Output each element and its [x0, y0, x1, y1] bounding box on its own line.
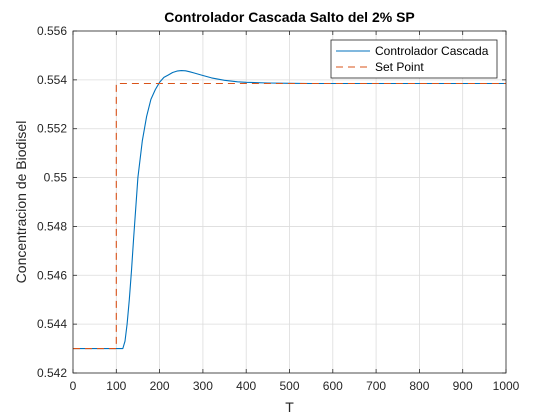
legend-label-2: Set Point: [375, 60, 424, 74]
series-group: [73, 70, 506, 350]
legend: Controlador Cascada Set Point: [330, 39, 498, 79]
x-tick-label: 500: [279, 379, 299, 393]
y-tick-label: 0.546: [37, 268, 67, 282]
y-tick-label: 0.554: [37, 73, 67, 87]
x-tick-label: 300: [193, 379, 213, 393]
x-tick-label: 0: [70, 379, 77, 393]
y-tick-label: 0.556: [37, 24, 67, 38]
chart-title: Controlador Cascada Salto del 2% SP: [164, 9, 415, 25]
x-tick-label: 600: [323, 379, 343, 393]
y-tick-label: 0.542: [37, 366, 67, 380]
y-tick-label: 0.544: [37, 317, 67, 331]
legend-box: [330, 39, 498, 79]
y-tick-label: 0.552: [37, 122, 67, 136]
x-tick-label: 200: [150, 379, 170, 393]
x-tick-label: 800: [409, 379, 429, 393]
legend-label-1: Controlador Cascada: [375, 44, 489, 58]
series-line-1: [73, 70, 506, 350]
y-tick-label: 0.55: [44, 171, 68, 185]
x-tick-label: 1000: [493, 379, 520, 393]
x-tick-label: 700: [366, 379, 386, 393]
y-tick-label: 0.548: [37, 219, 67, 233]
y-axis-label: Concentracion de Biodisel: [13, 121, 29, 284]
x-tick-label: 900: [453, 379, 473, 393]
x-axis-label: T: [285, 399, 294, 415]
x-tick-label: 400: [236, 379, 256, 393]
ticks: 0 100 200 300 400 500 600 700 800 900 1000 0.542 0.5…: [37, 24, 520, 393]
x-tick-label: 100: [106, 379, 126, 393]
